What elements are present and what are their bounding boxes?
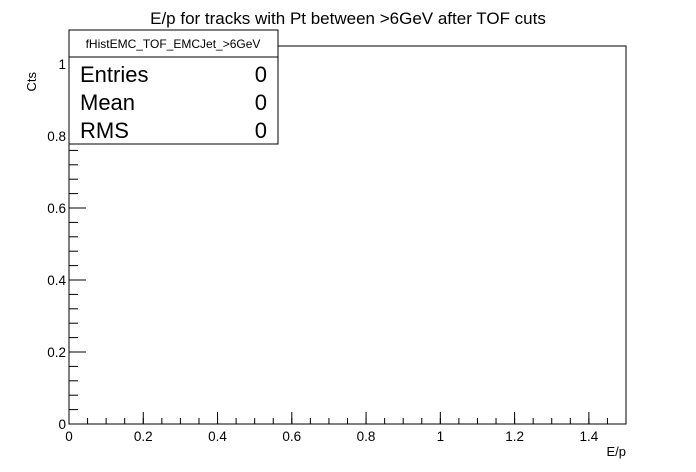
- y-tick-label: 0.8: [47, 129, 66, 144]
- stats-mean-value: 0: [255, 90, 267, 115]
- x-axis-ticks: [68, 412, 627, 424]
- x-axis-tick-labels: 0 0.2 0.4 0.6 0.8 1 1.2 1.4: [65, 429, 598, 444]
- chart-title: E/p for tracks with Pt between >6GeV aft…: [150, 9, 546, 28]
- stats-rms-value: 0: [255, 118, 267, 143]
- y-tick-label: 0.6: [47, 201, 66, 216]
- x-tick-label: 0.8: [357, 429, 376, 444]
- y-tick-label: 0.4: [47, 273, 66, 288]
- stats-box: fHistEMC_TOF_EMCJet_>6GeV Entries 0 Mean…: [68, 29, 279, 145]
- y-tick-label: 0.2: [47, 345, 66, 360]
- y-tick-label: 1: [58, 57, 66, 72]
- x-tick-label: 1.2: [505, 429, 524, 444]
- y-tick-label: 0: [58, 417, 66, 432]
- x-axis-label: E/p: [606, 444, 626, 459]
- x-tick-label: 0.2: [134, 429, 153, 444]
- stats-mean-label: Mean: [80, 90, 135, 115]
- stats-box-border: [68, 29, 279, 145]
- x-tick-label: 0.4: [208, 429, 227, 444]
- stats-histogram-name: fHistEMC_TOF_EMCJet_>6GeV: [86, 37, 261, 51]
- x-tick-label: 1.4: [579, 429, 598, 444]
- y-axis-tick-labels: 0 0.2 0.4 0.6 0.8 1: [47, 57, 66, 432]
- y-axis-label: Cts: [24, 72, 39, 92]
- x-tick-label: 0.6: [282, 429, 301, 444]
- stats-rms-label: RMS: [80, 118, 129, 143]
- stats-entries-value: 0: [255, 62, 267, 87]
- stats-entries-label: Entries: [80, 62, 148, 87]
- x-tick-label: 1: [437, 429, 445, 444]
- x-tick-label: 0: [65, 429, 73, 444]
